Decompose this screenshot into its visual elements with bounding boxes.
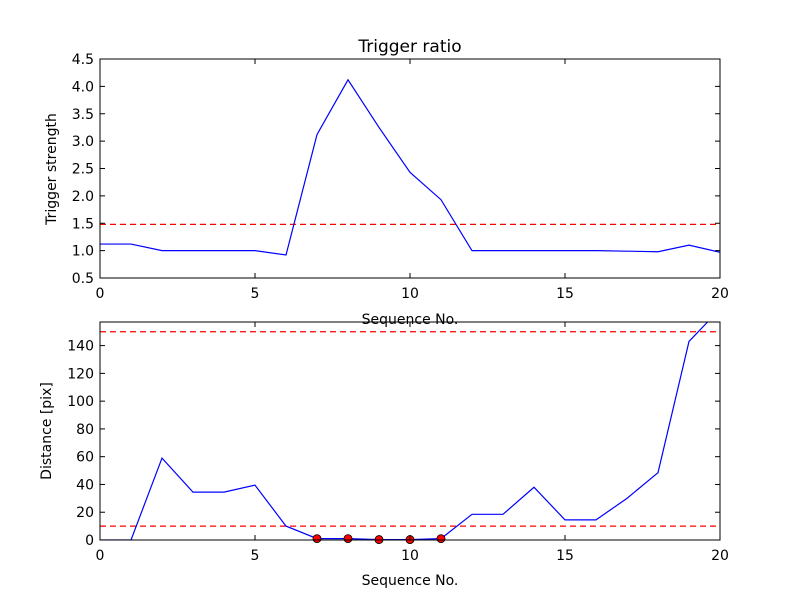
y-tick-label: 40 — [76, 477, 94, 493]
x-tick-label: 15 — [556, 286, 574, 302]
x-tick-label: 0 — [96, 286, 105, 302]
y-tick-label: 0.5 — [72, 271, 94, 287]
y-tick-label: 20 — [76, 505, 94, 521]
x-tick-label: 10 — [401, 548, 419, 564]
x-tick-label: 10 — [401, 286, 419, 302]
y-tick-label: 80 — [76, 422, 94, 438]
y-tick-label: 2.0 — [72, 189, 94, 205]
y-tick-label: 0 — [85, 533, 94, 549]
y-tick-label: 100 — [67, 394, 94, 410]
y-tick-label: 140 — [67, 339, 94, 355]
y-tick-label: 2.5 — [72, 162, 94, 178]
y-tick-label: 4.5 — [72, 52, 94, 68]
x-tick-label: 0 — [96, 548, 105, 564]
y-axis-label: Distance [pix] — [39, 382, 55, 480]
x-axis-label: Sequence No. — [362, 573, 459, 589]
data-point-marker — [312, 534, 322, 544]
y-tick-label: 1.0 — [72, 244, 94, 260]
y-tick-label: 1.5 — [72, 216, 94, 232]
plot-area — [100, 78, 720, 256]
data-point-marker — [436, 534, 446, 544]
series-line — [100, 78, 720, 256]
y-tick-label: 120 — [67, 366, 94, 382]
x-tick-label: 5 — [251, 286, 260, 302]
x-tick-label: 15 — [556, 548, 574, 564]
x-tick-label: 20 — [711, 548, 729, 564]
distance-plot: Sequence No. Distance [pix] 0 5 10 15 20 0 20 4… — [39, 321, 729, 589]
y-tick-label: 60 — [76, 450, 94, 466]
y-tick-label: 3.5 — [72, 107, 94, 123]
chart-title: Trigger ratio — [357, 37, 461, 57]
trigger-ratio-plot: Trigger ratio Sequence No. Trigger stren… — [44, 37, 729, 328]
y-tick-label: 4.0 — [72, 79, 94, 95]
data-point-marker — [343, 534, 353, 544]
x-axis-label: Sequence No. — [362, 312, 459, 328]
x-tick-label: 20 — [711, 286, 729, 302]
x-tick-label: 5 — [251, 548, 260, 564]
y-tick-label: 3.0 — [72, 134, 94, 150]
y-axis-label: Trigger strength — [44, 113, 60, 226]
